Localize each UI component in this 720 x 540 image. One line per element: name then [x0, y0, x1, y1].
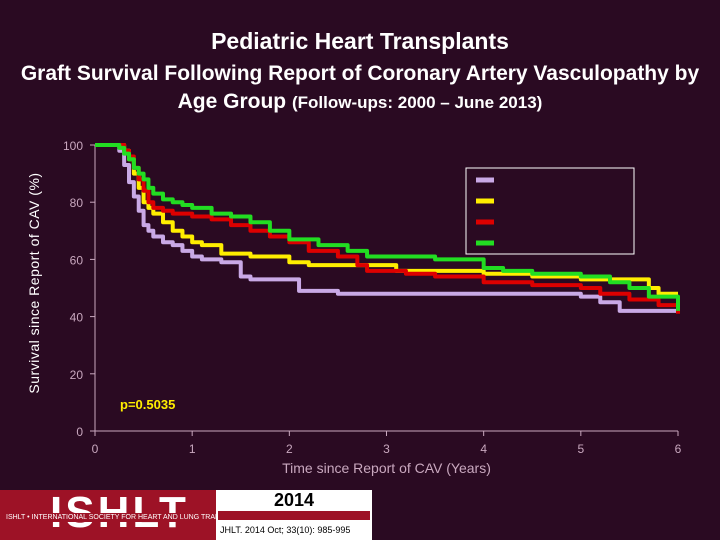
- y-tick-label: 40: [70, 311, 84, 325]
- y-tick-label: 60: [70, 253, 84, 267]
- ishlt-logo: ISHLT ISHLT • INTERNATIONAL SOCIETY FOR …: [0, 488, 270, 540]
- subtitle-followup: (Follow-ups: 2000 – June 2013): [291, 93, 543, 112]
- x-tick-label: 2: [286, 442, 293, 456]
- x-tick-label: 0: [92, 442, 99, 456]
- slide-title: Pediatric Heart Transplants: [211, 28, 509, 54]
- x-tick-label: 4: [480, 442, 487, 456]
- citation-bar: [218, 511, 370, 520]
- survival-series-line: [95, 143, 680, 311]
- subtitle-main: Graft Survival Following Report of Coron…: [20, 62, 700, 113]
- y-tick-label: 0: [76, 425, 83, 439]
- logo-text: ISHLT: [50, 488, 189, 538]
- x-tick-label: 3: [383, 442, 390, 456]
- x-tick-label: 5: [577, 442, 584, 456]
- x-axis-label: Time since Report of CAV (Years): [282, 460, 491, 476]
- y-tick-label: 80: [70, 196, 84, 210]
- y-tick-label: 100: [63, 139, 83, 153]
- report-year: 2014: [273, 490, 315, 510]
- y-tick-label: 20: [70, 368, 84, 382]
- x-tick-label: 1: [189, 442, 196, 456]
- chart-subtitle: Graft Survival Following Report of Coron…: [0, 60, 720, 117]
- journal-citation: JHLT. 2014 Oct; 33(10): 985-995: [220, 525, 351, 535]
- x-tick-label: 6: [675, 442, 682, 456]
- footer-citation-box: 2014 JHLT. 2014 Oct; 33(10): 985-995: [216, 490, 372, 540]
- p-value-annotation: p=0.5035: [120, 397, 175, 412]
- society-name: ISHLT • INTERNATIONAL SOCIETY FOR HEART …: [4, 513, 270, 522]
- survival-series-line: [95, 143, 678, 313]
